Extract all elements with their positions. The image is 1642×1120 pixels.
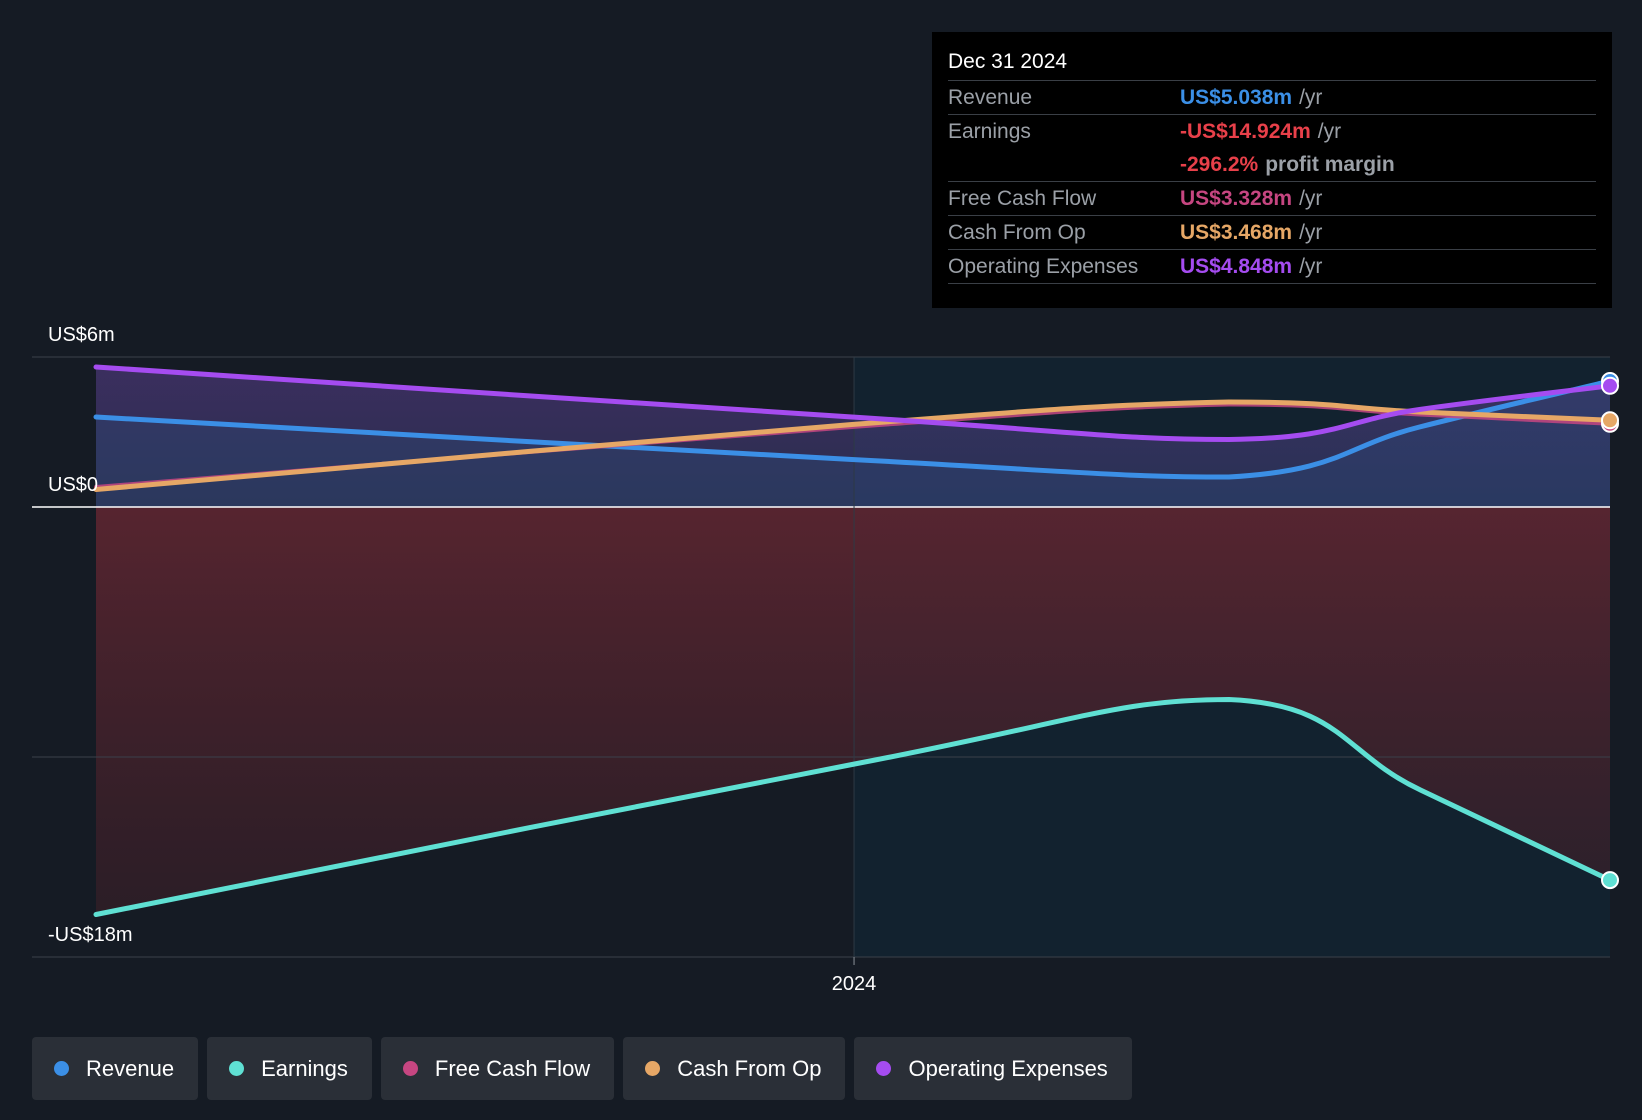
tooltip-unit-profit-margin: profit margin xyxy=(1265,153,1395,176)
series-line-cash-from-op xyxy=(93,399,1613,492)
tooltip-unit-operating-expenses: /yr xyxy=(1299,255,1323,278)
tooltip-row-cash-from-op: Cash From Op US$3.468m /yr xyxy=(948,215,1596,249)
series-lines xyxy=(93,364,1613,917)
revenue-area-fill xyxy=(96,381,1610,507)
legend-item-earnings[interactable]: Earnings xyxy=(207,1037,372,1100)
tooltip-value-profit-margin: -296.2% xyxy=(1180,153,1259,176)
y-tick-label: -US$18m xyxy=(48,924,132,946)
tooltip-label-earnings: Earnings xyxy=(948,120,1031,143)
free-cash-flow-dot-icon xyxy=(402,1061,418,1076)
gridlines xyxy=(32,356,1610,965)
earnings-area-fill xyxy=(96,507,1610,915)
legend-item-free-cash-flow[interactable]: Free Cash Flow xyxy=(380,1037,615,1100)
x-tick-label: 2024 xyxy=(832,973,877,995)
legend: Revenue Earnings Free Cash Flow Cash Fro… xyxy=(32,1037,1132,1100)
series-end-markers xyxy=(1601,372,1619,890)
cash-from-op-dot-icon xyxy=(645,1061,661,1076)
legend-label-free-cash-flow: Free Cash Flow xyxy=(434,1055,591,1081)
tooltip-unit-free-cash-flow: /yr xyxy=(1299,187,1323,210)
axis-labels: US$6m US$0 -US$18m 2024 xyxy=(48,324,876,995)
tooltip-unit-cash-from-op: /yr xyxy=(1299,221,1323,244)
tooltip-label-operating-expenses: Operating Expenses xyxy=(948,255,1139,278)
tooltip-value-cash-from-op: US$3.468m xyxy=(1180,221,1293,244)
legend-item-operating-expenses[interactable]: Operating Expenses xyxy=(854,1037,1132,1100)
area-fills xyxy=(96,367,1610,915)
y-tick-label: US$6m xyxy=(48,324,115,346)
end-marker-operating-expenses xyxy=(1601,376,1619,395)
tooltip-value-revenue: US$5.038m xyxy=(1180,86,1293,109)
tooltip-row-operating-expenses: Operating Expenses US$4.848m /yr xyxy=(948,249,1596,284)
end-marker-earnings xyxy=(1601,871,1619,890)
end-marker-cash-from-op xyxy=(1601,411,1619,430)
tooltip-label-revenue: Revenue xyxy=(948,86,1033,109)
tooltip-unit-earnings: /yr xyxy=(1317,120,1342,143)
legend-label-revenue: Revenue xyxy=(86,1055,175,1081)
series-line-operating-expenses xyxy=(93,364,1613,442)
legend-label-earnings: Earnings xyxy=(261,1055,348,1081)
tooltip-row-revenue: Revenue US$5.038m /yr xyxy=(948,80,1596,114)
tooltip-label-profit-margin xyxy=(948,148,1180,181)
y-tick-label: US$0 xyxy=(48,474,98,496)
tooltip-panel: Dec 31 2024 Revenue US$5.038m /yr Earnin… xyxy=(932,32,1612,308)
revenue-dot-icon xyxy=(54,1061,69,1076)
tooltip-value-operating-expenses: US$4.848m xyxy=(1180,255,1293,278)
operating-expenses-dot-icon xyxy=(876,1061,892,1076)
series-line-earnings xyxy=(93,697,1613,917)
tooltip-row-earnings: Earnings -US$14.924m /yr xyxy=(948,114,1596,148)
legend-label-cash-from-op: Cash From Op xyxy=(677,1055,822,1081)
legend-label-operating-expenses: Operating Expenses xyxy=(908,1055,1108,1081)
tooltip-row-profit-margin: -296.2% profit margin xyxy=(948,148,1596,181)
tooltip-value-earnings: -US$14.924m xyxy=(1180,120,1311,143)
tooltip-value-free-cash-flow: US$3.328m xyxy=(1180,187,1293,210)
operating-expenses-area-fill xyxy=(96,367,1610,507)
tooltip-row-free-cash-flow: Free Cash Flow US$3.328m /yr xyxy=(948,181,1596,215)
legend-item-revenue[interactable]: Revenue xyxy=(32,1037,199,1100)
tooltip-date: Dec 31 2024 xyxy=(948,50,1068,73)
tooltip-unit-revenue: /yr xyxy=(1299,86,1323,109)
earnings-dot-icon xyxy=(229,1061,245,1076)
tooltip-label-cash-from-op: Cash From Op xyxy=(948,221,1086,244)
tooltip-label-free-cash-flow: Free Cash Flow xyxy=(948,187,1097,210)
legend-item-cash-from-op[interactable]: Cash From Op xyxy=(623,1037,846,1100)
series-line-revenue xyxy=(93,378,1613,480)
